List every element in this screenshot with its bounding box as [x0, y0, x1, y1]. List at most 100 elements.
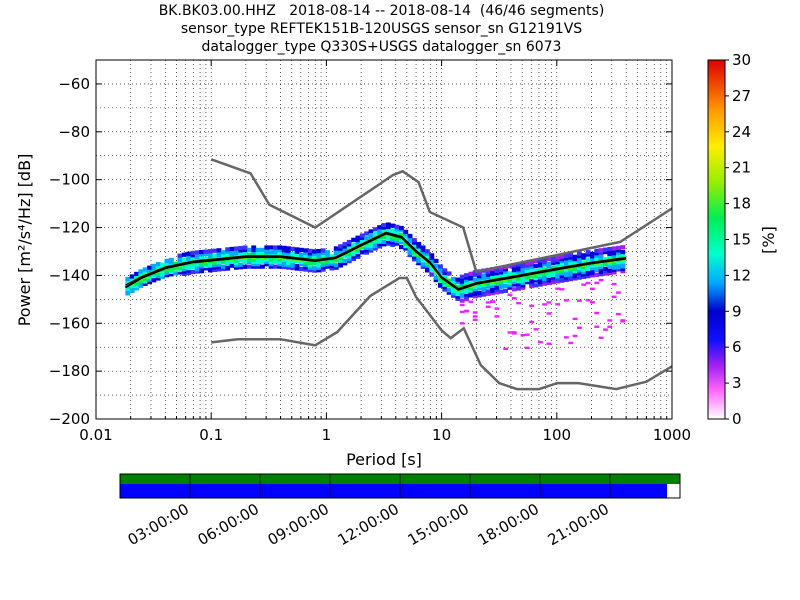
psd-outlier-cell	[516, 301, 522, 305]
psd-cell	[555, 279, 561, 284]
psd-cell	[142, 269, 148, 274]
psd-cell	[385, 224, 391, 230]
psd-cell	[394, 231, 400, 237]
psd-cell	[620, 269, 626, 274]
psd-cell	[338, 244, 344, 249]
psd-cell	[303, 262, 309, 267]
psd-cell	[238, 265, 244, 270]
psd-cell	[199, 269, 205, 274]
psd-cell	[303, 248, 309, 253]
psd-cell	[377, 225, 383, 230]
psd-outlier-cell	[576, 299, 582, 302]
psd-cell	[589, 273, 595, 278]
psd-cell	[472, 279, 478, 285]
psd-cell	[160, 265, 165, 270]
colorbar-tick-label: 24	[732, 123, 751, 141]
psd-cell	[307, 248, 313, 254]
psd-cell	[351, 242, 357, 247]
colorbar-tick-label: 6	[732, 338, 742, 356]
psd-cell	[312, 251, 317, 256]
time-tick-label: 15:00:00	[405, 500, 472, 549]
psd-cell	[594, 267, 600, 273]
colorbar-tick-label: 27	[732, 87, 751, 105]
psd-cell	[416, 256, 422, 261]
psd-cell	[385, 234, 391, 239]
psd-cell	[168, 262, 174, 267]
psd-cell	[207, 263, 213, 268]
psd-cell	[516, 284, 522, 289]
psd-cell	[524, 275, 530, 280]
psd-outlier-cell	[603, 328, 608, 331]
psd-cell	[346, 239, 352, 245]
psd-cell	[585, 266, 591, 272]
psd-cell	[598, 269, 604, 274]
psd-cell	[242, 250, 248, 255]
psd-cell	[485, 284, 491, 289]
psd-cell	[246, 247, 252, 252]
psd-cell	[468, 293, 474, 298]
psd-cell	[537, 268, 543, 273]
psd-cell	[594, 253, 600, 258]
psd-cell	[147, 265, 152, 270]
psd-cell	[433, 258, 439, 264]
colorbar-tick-label: 30	[732, 51, 751, 69]
psd-cell	[581, 265, 587, 270]
psd-cell	[364, 243, 370, 248]
time-tick-label: 09:00:00	[265, 500, 332, 549]
noise-model-nhnm	[210, 158, 672, 274]
psd-cell	[190, 255, 196, 260]
psd-cell	[368, 234, 374, 239]
psd-cell	[546, 273, 552, 278]
mean-psd-line	[124, 232, 627, 291]
time-tick-label: 12:00:00	[335, 500, 402, 549]
psd-cell	[242, 245, 248, 250]
psd-cell	[438, 266, 443, 272]
psd-cell	[611, 260, 617, 265]
psd-cell	[286, 263, 291, 268]
psd-cell	[129, 286, 135, 291]
psd-cell	[251, 262, 257, 267]
psd-cell	[416, 249, 422, 254]
psd-cell	[511, 277, 517, 282]
psd-cell	[550, 265, 556, 270]
psd-cell	[385, 222, 391, 227]
psd-cell	[177, 270, 183, 275]
psd-cell	[225, 259, 231, 264]
psd-cell	[346, 254, 352, 259]
psd-cell	[385, 227, 391, 232]
psd-cell	[281, 262, 287, 267]
psd-cell	[520, 285, 526, 290]
psd-cell	[290, 246, 296, 252]
psd-cell	[550, 258, 556, 263]
psd-cell	[446, 271, 452, 276]
psd-cell	[190, 250, 196, 256]
psd-cell	[420, 245, 426, 250]
psd-cell	[416, 253, 422, 259]
psd-cell	[225, 249, 231, 254]
psd-cell	[542, 262, 548, 267]
psd-cell	[333, 263, 339, 268]
psd-cell	[442, 287, 448, 292]
psd-cell	[498, 284, 504, 289]
psd-cell	[446, 288, 452, 293]
psd-cell	[238, 250, 244, 255]
psd-cell	[312, 254, 317, 259]
psd-cell	[533, 264, 539, 269]
psd-cell	[407, 241, 413, 246]
psd-cell	[255, 247, 261, 252]
psd-cell	[464, 287, 469, 292]
psd-outlier-cell	[616, 312, 621, 316]
psd-cell	[442, 268, 448, 273]
psd-cell	[303, 253, 309, 258]
psd-cell	[359, 240, 365, 245]
psd-cell	[273, 247, 278, 252]
psd-cell	[459, 274, 465, 279]
psd-cell	[329, 266, 335, 271]
psd-cell	[442, 273, 448, 278]
psd-cell	[477, 276, 482, 281]
y-ticks: −60 −80 −100 −120 −140 −160 −180 −200	[49, 75, 672, 428]
psd-cell	[320, 255, 326, 260]
psd-cell	[589, 266, 595, 271]
psd-cell	[438, 281, 443, 286]
psd-cell	[333, 258, 339, 263]
